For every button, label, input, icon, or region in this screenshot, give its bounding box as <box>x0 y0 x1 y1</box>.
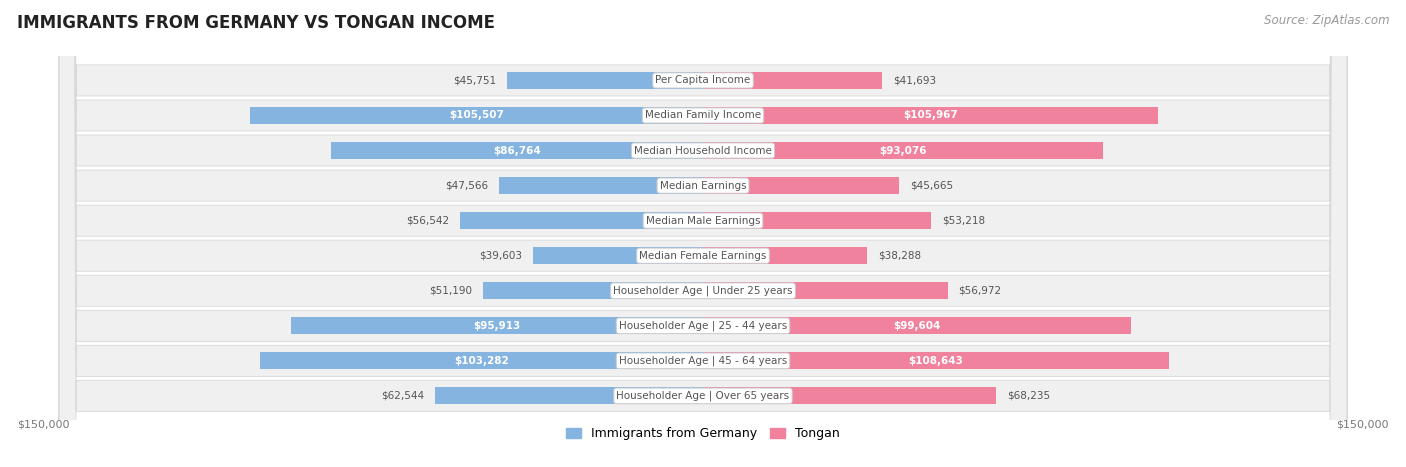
Text: $39,603: $39,603 <box>479 251 522 261</box>
Text: $86,764: $86,764 <box>494 146 541 156</box>
Bar <box>703 142 1102 159</box>
FancyBboxPatch shape <box>59 0 1347 467</box>
FancyBboxPatch shape <box>59 0 1347 467</box>
Bar <box>533 247 703 264</box>
Text: $45,751: $45,751 <box>453 76 496 85</box>
Bar <box>703 212 931 229</box>
Bar <box>703 387 995 404</box>
Text: $51,190: $51,190 <box>430 286 472 296</box>
Text: Householder Age | Over 65 years: Householder Age | Over 65 years <box>616 391 790 401</box>
Text: $95,913: $95,913 <box>474 321 520 331</box>
FancyBboxPatch shape <box>59 0 1347 467</box>
Text: $62,544: $62,544 <box>381 391 423 401</box>
Text: $150,000: $150,000 <box>1336 420 1389 430</box>
Text: $47,566: $47,566 <box>444 181 488 191</box>
Text: Median Earnings: Median Earnings <box>659 181 747 191</box>
Bar <box>703 317 1130 334</box>
FancyBboxPatch shape <box>59 0 1347 467</box>
Bar <box>703 352 1170 369</box>
Bar <box>703 107 1159 124</box>
Text: $103,282: $103,282 <box>454 356 509 366</box>
Text: $108,643: $108,643 <box>908 356 963 366</box>
Bar <box>460 212 703 229</box>
Bar <box>250 107 703 124</box>
Bar <box>260 352 703 369</box>
Bar <box>703 282 948 299</box>
Text: $45,665: $45,665 <box>910 181 953 191</box>
FancyBboxPatch shape <box>59 0 1347 467</box>
Bar <box>291 317 703 334</box>
Text: Source: ZipAtlas.com: Source: ZipAtlas.com <box>1264 14 1389 27</box>
Text: Householder Age | Under 25 years: Householder Age | Under 25 years <box>613 285 793 296</box>
Bar <box>506 72 703 89</box>
Text: IMMIGRANTS FROM GERMANY VS TONGAN INCOME: IMMIGRANTS FROM GERMANY VS TONGAN INCOME <box>17 14 495 32</box>
FancyBboxPatch shape <box>59 0 1347 467</box>
Bar <box>484 282 703 299</box>
FancyBboxPatch shape <box>59 0 1347 467</box>
Bar <box>499 177 703 194</box>
Text: Median Household Income: Median Household Income <box>634 146 772 156</box>
Text: Per Capita Income: Per Capita Income <box>655 76 751 85</box>
Bar <box>434 387 703 404</box>
Text: $41,693: $41,693 <box>893 76 936 85</box>
Text: $105,507: $105,507 <box>449 111 503 120</box>
Text: Median Male Earnings: Median Male Earnings <box>645 216 761 226</box>
Text: Median Family Income: Median Family Income <box>645 111 761 120</box>
Text: $150,000: $150,000 <box>17 420 70 430</box>
FancyBboxPatch shape <box>59 0 1347 467</box>
Legend: Immigrants from Germany, Tongan: Immigrants from Germany, Tongan <box>561 422 845 445</box>
Text: Median Female Earnings: Median Female Earnings <box>640 251 766 261</box>
Text: $38,288: $38,288 <box>879 251 921 261</box>
FancyBboxPatch shape <box>59 0 1347 467</box>
Text: $105,967: $105,967 <box>903 111 957 120</box>
Text: Householder Age | 25 - 44 years: Householder Age | 25 - 44 years <box>619 320 787 331</box>
Bar <box>330 142 703 159</box>
FancyBboxPatch shape <box>59 0 1347 467</box>
Text: $56,972: $56,972 <box>959 286 1001 296</box>
Text: $68,235: $68,235 <box>1007 391 1050 401</box>
Text: $99,604: $99,604 <box>893 321 941 331</box>
Text: $53,218: $53,218 <box>942 216 986 226</box>
Text: $56,542: $56,542 <box>406 216 450 226</box>
Text: $93,076: $93,076 <box>879 146 927 156</box>
Bar <box>703 72 882 89</box>
Bar <box>703 247 868 264</box>
Text: Householder Age | 45 - 64 years: Householder Age | 45 - 64 years <box>619 355 787 366</box>
Bar <box>703 177 898 194</box>
